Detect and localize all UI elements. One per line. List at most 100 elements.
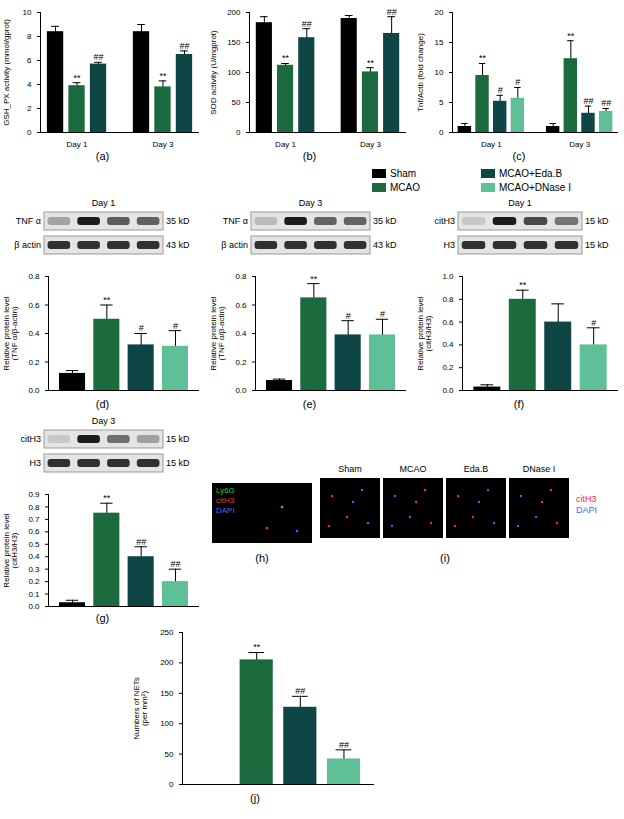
svg-text:TNF α: TNF α: [223, 216, 248, 226]
svg-text:150: 150: [227, 38, 241, 47]
svg-text:Relative protein level(citH3/H: Relative protein level(citH3/H3): [416, 296, 433, 370]
svg-text:0.0: 0.0: [28, 386, 40, 395]
svg-text:100: 100: [160, 719, 174, 728]
svg-text:0.4: 0.4: [442, 340, 454, 349]
svg-text:0.0: 0.0: [235, 386, 247, 395]
svg-text:50: 50: [165, 750, 174, 759]
svg-text:Relative protein level(TNF α/β: Relative protein level(TNF α/β-actin): [2, 296, 19, 370]
svg-text:##: ##: [170, 559, 180, 569]
svg-text:35 kD: 35 kD: [373, 216, 397, 226]
svg-text:**: **: [519, 280, 527, 290]
svg-text:citH3: citH3: [434, 216, 455, 226]
svg-text:**: **: [479, 53, 487, 63]
svg-text:H3: H3: [29, 458, 41, 468]
svg-text:#: #: [498, 85, 503, 95]
svg-text:0.0: 0.0: [28, 602, 40, 611]
svg-text:15 kD: 15 kD: [585, 240, 609, 250]
svg-text:#: #: [173, 321, 178, 331]
svg-text:##: ##: [302, 19, 312, 29]
svg-text:0.5: 0.5: [28, 540, 40, 549]
svg-text:8: 8: [27, 32, 32, 41]
svg-text:20: 20: [435, 8, 444, 17]
svg-text:0.6: 0.6: [235, 301, 247, 310]
svg-text:Day 3: Day 3: [569, 140, 590, 149]
svg-text:0.2: 0.2: [442, 363, 454, 372]
svg-text:#: #: [139, 323, 144, 333]
svg-text:250: 250: [160, 628, 174, 637]
svg-text:MCAO: MCAO: [400, 464, 427, 474]
svg-text:100: 100: [227, 68, 241, 77]
svg-text:**: **: [103, 493, 111, 503]
svg-text:##: ##: [179, 41, 189, 51]
svg-text:##: ##: [387, 7, 397, 17]
svg-text:β actin: β actin: [14, 240, 41, 250]
svg-text:Day 1: Day 1: [481, 140, 502, 149]
svg-text:200: 200: [160, 658, 174, 667]
svg-text:0: 0: [169, 780, 174, 789]
svg-text:**: **: [103, 295, 111, 305]
svg-text:#: #: [380, 309, 385, 319]
svg-text:15 kD: 15 kD: [166, 434, 190, 444]
svg-text:Numbers of NETs(per mm²): Numbers of NETs(per mm²): [132, 677, 149, 740]
svg-text:0.2: 0.2: [28, 577, 40, 586]
svg-text:TNF α: TNF α: [16, 216, 41, 226]
svg-text:#: #: [591, 318, 596, 328]
svg-text:citH3: citH3: [576, 494, 597, 504]
svg-text:10: 10: [23, 8, 32, 17]
svg-text:β actin: β actin: [221, 240, 248, 250]
svg-text:0.4: 0.4: [28, 329, 40, 338]
svg-text:0.0: 0.0: [442, 386, 454, 395]
svg-text:0.7: 0.7: [28, 515, 40, 524]
svg-text:Day 3: Day 3: [360, 140, 381, 149]
svg-text:##: ##: [94, 52, 104, 62]
svg-text:**: **: [310, 274, 318, 284]
svg-text:Day 1: Day 1: [275, 140, 296, 149]
svg-text:0.6: 0.6: [28, 527, 40, 536]
svg-text:0.6: 0.6: [442, 318, 454, 327]
svg-text:Day 3: Day 3: [153, 140, 174, 149]
svg-text:Day 1: Day 1: [508, 198, 532, 208]
svg-text:##: ##: [339, 740, 349, 750]
svg-text:#: #: [346, 311, 351, 321]
svg-text:2: 2: [27, 104, 32, 113]
svg-text:citH3: citH3: [20, 434, 41, 444]
svg-text:0.9: 0.9: [28, 490, 40, 499]
svg-text:15 kD: 15 kD: [585, 216, 609, 226]
svg-text:GSH_PX activity (mmol/gprot): GSH_PX activity (mmol/gprot): [2, 19, 11, 126]
svg-text:0.2: 0.2: [235, 358, 247, 367]
svg-text:##: ##: [583, 96, 593, 106]
svg-text:DAPI: DAPI: [576, 505, 597, 515]
svg-text:Day 1: Day 1: [67, 140, 88, 149]
svg-text:Sham: Sham: [338, 464, 362, 474]
svg-text:**: **: [74, 73, 82, 83]
svg-text:0.8: 0.8: [28, 503, 40, 512]
svg-text:#: #: [515, 77, 520, 87]
svg-text:Eda.B: Eda.B: [464, 464, 489, 474]
svg-text:0: 0: [236, 128, 241, 137]
svg-text:Relative protein level(TNF α/β: Relative protein level(TNF α/β-actin): [209, 296, 226, 370]
svg-text:0.4: 0.4: [28, 552, 40, 561]
svg-text:0.8: 0.8: [235, 272, 247, 281]
svg-text:Ly6G: Ly6G: [216, 486, 235, 495]
svg-text:10: 10: [435, 68, 444, 77]
svg-text:43 kD: 43 kD: [373, 240, 397, 250]
svg-text:0: 0: [439, 128, 444, 137]
svg-text:##: ##: [601, 98, 611, 108]
svg-text:citH3: citH3: [216, 496, 235, 505]
svg-text:DAPI: DAPI: [216, 506, 235, 515]
svg-text:5: 5: [439, 98, 444, 107]
svg-text:**: **: [159, 71, 167, 81]
svg-text:**: **: [567, 31, 575, 41]
svg-text:1.0: 1.0: [442, 272, 454, 281]
svg-text:Day 1: Day 1: [92, 198, 116, 208]
svg-text:35 kD: 35 kD: [166, 216, 190, 226]
svg-text:**: **: [367, 58, 375, 68]
svg-text:##: ##: [295, 686, 305, 696]
svg-text:##: ##: [136, 537, 146, 547]
svg-text:0.8: 0.8: [442, 295, 454, 304]
svg-text:200: 200: [227, 8, 241, 17]
svg-text:0.8: 0.8: [28, 272, 40, 281]
svg-text:DNase I: DNase I: [523, 464, 556, 474]
svg-text:Day 3: Day 3: [92, 416, 116, 426]
svg-text:Day 3: Day 3: [299, 198, 323, 208]
